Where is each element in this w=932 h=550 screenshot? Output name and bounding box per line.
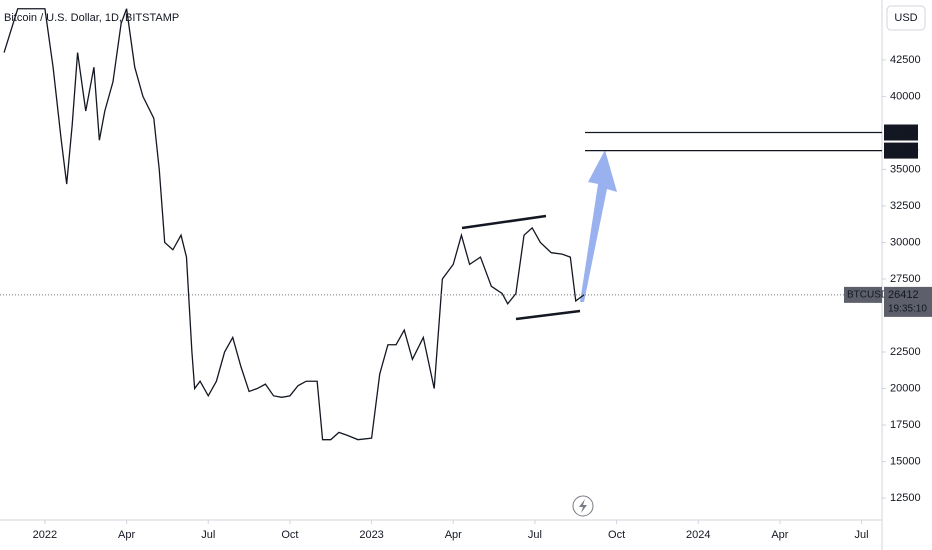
series-label: BTCUSD (847, 290, 888, 301)
chart-title: Bitcoin / U.S. Dollar, 1D, BITSTAMP (4, 12, 179, 24)
y-tick-label: 17500 (890, 419, 921, 431)
channel-bottom (515, 309, 581, 321)
x-tick-label: Jul (201, 529, 215, 541)
channel-top (461, 214, 547, 230)
projection-arrow (580, 150, 617, 302)
last-price-bg (884, 286, 932, 317)
countdown: 19:35:10 (888, 304, 927, 315)
level-label-bg (884, 124, 918, 141)
level-label-bg (884, 142, 918, 159)
y-tick-label: 35000 (890, 163, 921, 175)
y-tick-label: 20000 (890, 382, 921, 394)
lightning (579, 499, 587, 513)
y-tick-label: 12500 (890, 492, 921, 504)
y-tick-label: 22500 (890, 346, 921, 358)
currency-button[interactable] (886, 5, 926, 31)
y-tick-label: 30000 (890, 236, 921, 248)
x-tick-label: 2022 (33, 529, 57, 541)
y-tick-label: 27500 (890, 273, 921, 285)
series-label-bg (844, 286, 882, 303)
x-tick-label: 2023 (359, 529, 383, 541)
x-tick-label: Jul (855, 529, 869, 541)
y-tick-label: 42500 (890, 54, 921, 66)
y-tick-label: 40000 (890, 90, 921, 102)
x-tick-label: Jul (528, 529, 542, 541)
x-tick-label: 2024 (686, 529, 710, 541)
last-price-label: 26412 (888, 289, 919, 301)
level-label: 37529 (888, 126, 919, 138)
x-tick-label: Oct (608, 529, 625, 541)
y-tick-label: 32500 (890, 200, 921, 212)
x-tick-label: Apr (118, 529, 135, 541)
x-tick-label: Oct (281, 529, 298, 541)
x-tick-label: Apr (445, 529, 462, 541)
level-label: 36290 (888, 145, 919, 157)
y-tick-label: 15000 (890, 455, 921, 467)
price-line (3, 8, 585, 441)
currency-label[interactable]: USD (894, 12, 917, 24)
x-tick-label: Apr (771, 529, 788, 541)
